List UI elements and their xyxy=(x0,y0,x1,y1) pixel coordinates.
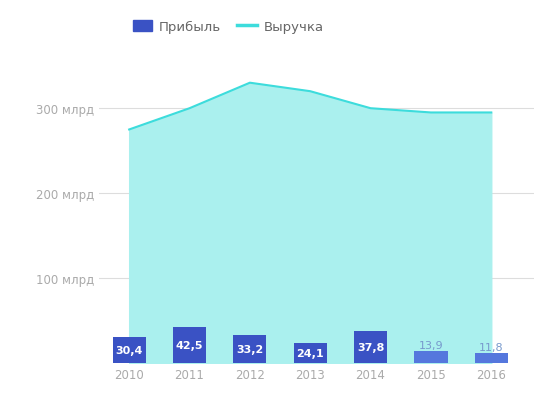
Bar xyxy=(113,338,146,363)
Text: 33,2: 33,2 xyxy=(236,344,263,354)
Legend: Прибыль, Выручка: Прибыль, Выручка xyxy=(127,15,329,39)
Text: 37,8: 37,8 xyxy=(357,342,384,352)
Bar xyxy=(414,351,448,363)
Text: 30,4: 30,4 xyxy=(116,346,143,356)
Text: 11,8: 11,8 xyxy=(479,342,504,352)
Bar xyxy=(475,354,508,363)
Bar xyxy=(173,328,206,363)
Bar xyxy=(233,335,266,363)
Bar xyxy=(354,331,387,363)
Text: 42,5: 42,5 xyxy=(176,340,204,350)
Text: 24,1: 24,1 xyxy=(296,348,324,358)
Bar xyxy=(294,343,327,363)
Text: 13,9: 13,9 xyxy=(419,340,443,350)
